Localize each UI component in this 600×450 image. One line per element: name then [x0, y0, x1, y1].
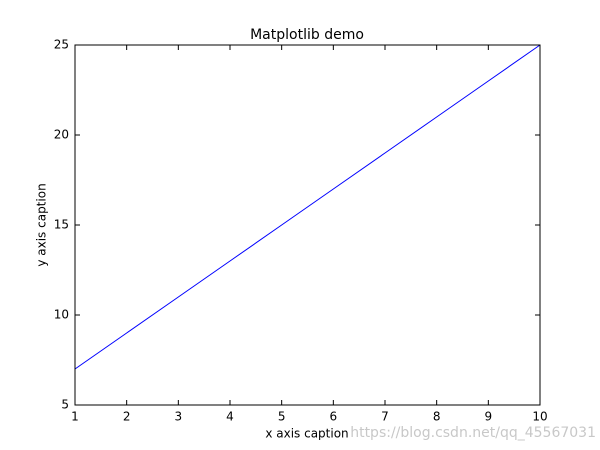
x-tick-label: 8 [433, 410, 441, 424]
watermark: https://blog.csdn.net/qq_45567031 [350, 425, 596, 441]
y-tick-label: 20 [54, 128, 69, 142]
y-axis-label: y axis caption [35, 183, 49, 266]
chart-title: Matplotlib demo [250, 27, 364, 43]
line-series [74, 44, 541, 370]
y-tick-label: 15 [54, 218, 69, 232]
x-tick-label: 9 [485, 410, 493, 424]
y-tick-label: 5 [61, 398, 69, 412]
x-axis-label: x axis caption [265, 427, 348, 441]
y-tick-label: 10 [54, 308, 69, 322]
x-tick-label: 2 [123, 410, 131, 424]
x-tick-label: 7 [381, 410, 389, 424]
plot-frame [74, 44, 541, 406]
y-tick-label: 25 [54, 38, 69, 52]
x-tick-label: 5 [278, 410, 286, 424]
x-tick-label: 4 [226, 410, 234, 424]
x-tick-label: 10 [532, 410, 547, 424]
x-tick-label: 6 [330, 410, 338, 424]
x-tick-label: 1 [71, 410, 79, 424]
x-tick-label: 3 [175, 410, 183, 424]
